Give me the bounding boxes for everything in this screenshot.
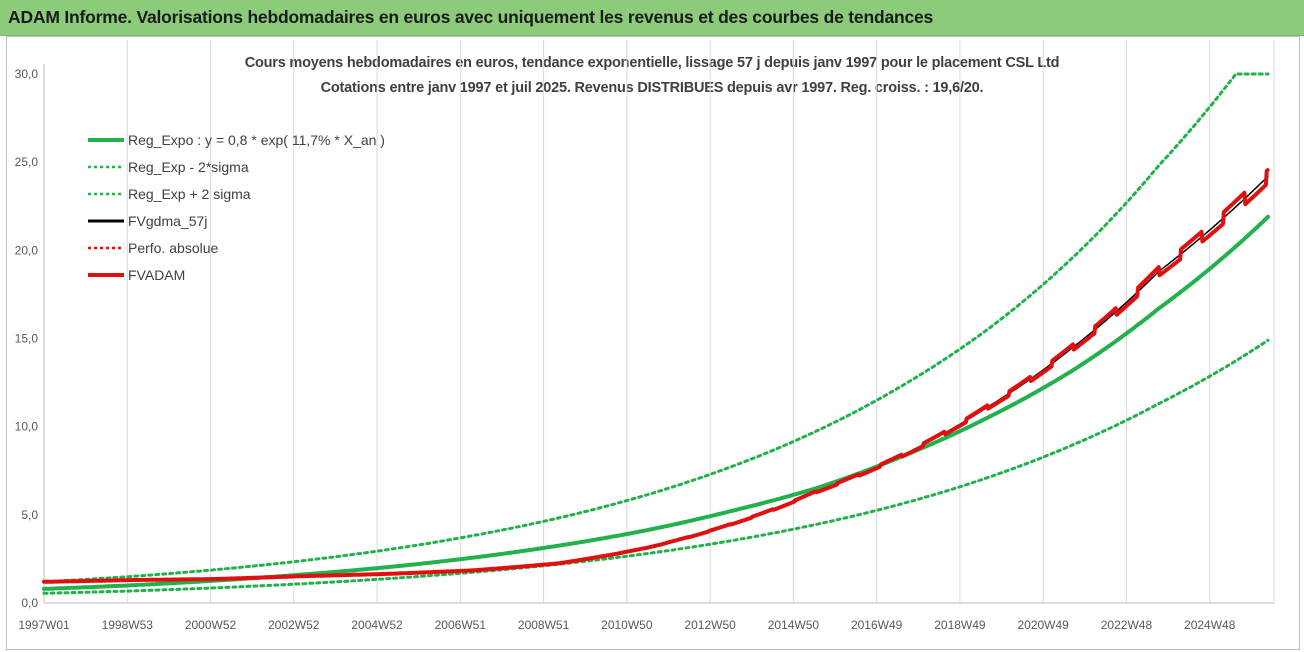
series-line xyxy=(42,72,1270,584)
page-title: ADAM Informe. Valorisations hebdomadaire… xyxy=(8,7,934,27)
grid-lines xyxy=(126,40,1275,603)
header-bar: ADAM Informe. Valorisations hebdomadaire… xyxy=(0,0,1304,36)
x-tick-label: 1998W53 xyxy=(102,618,154,632)
x-tick-label: 2016W49 xyxy=(851,618,903,632)
x-tick-label: 2014W50 xyxy=(768,618,820,632)
series-lines xyxy=(42,72,1270,595)
legend-entry: Reg_Exp + 2 sigma xyxy=(128,186,251,202)
chart-title: Cours moyens hebdomadaires en euros, ten… xyxy=(244,55,1060,71)
x-tick-label: 2004W52 xyxy=(351,618,403,632)
x-tick-label: 2012W50 xyxy=(684,618,736,632)
y-tick-label: 10,0 xyxy=(15,420,39,434)
x-tick-label: 1997W01 xyxy=(18,618,70,632)
y-tick-label: 5,0 xyxy=(21,508,38,522)
x-tick-label: 2020W49 xyxy=(1017,618,1069,632)
series-line xyxy=(42,168,1270,584)
y-tick-label: 15,0 xyxy=(15,332,39,346)
x-tick-label: 2018W49 xyxy=(934,618,986,632)
y-tick-label: 25,0 xyxy=(15,155,39,169)
chart-subtitle: Cotations entre janv 1997 et juil 2025. … xyxy=(320,80,984,96)
series-line xyxy=(42,338,1270,595)
y-tick-label: 0,0 xyxy=(21,596,38,610)
legend-entry: Perfo. absolue xyxy=(128,240,218,256)
series-line xyxy=(43,175,1269,583)
x-tick-label: 2008W51 xyxy=(518,618,570,632)
x-tick-label: 2024W48 xyxy=(1184,618,1236,632)
x-tick-label: 2010W50 xyxy=(601,618,653,632)
legend-entry: FVgdma_57j xyxy=(128,213,207,229)
y-tick-label: 20,0 xyxy=(15,243,39,257)
x-tick-label: 2000W52 xyxy=(185,618,237,632)
x-tick-label: 2006W51 xyxy=(435,618,487,632)
series-line xyxy=(43,169,1269,583)
y-tick-label: 30,0 xyxy=(15,67,39,81)
legend-entry: Reg_Exp - 2*sigma xyxy=(128,159,249,175)
series-line xyxy=(42,214,1270,591)
legend-entry: Reg_Expo : y = 0,8 * exp( 11,7% * X_an ) xyxy=(128,132,385,148)
axes: 1997W01 1998W53 2000W52 2002W52 2004W52 2006W… xyxy=(15,64,1274,632)
legend: Reg_Expo : y = 0,8 * exp( 11,7% * X_an )… xyxy=(88,132,385,283)
x-tick-label: 2022W48 xyxy=(1101,618,1153,632)
x-tick-label: 2002W52 xyxy=(268,618,320,632)
legend-entry: FVADAM xyxy=(128,267,185,283)
